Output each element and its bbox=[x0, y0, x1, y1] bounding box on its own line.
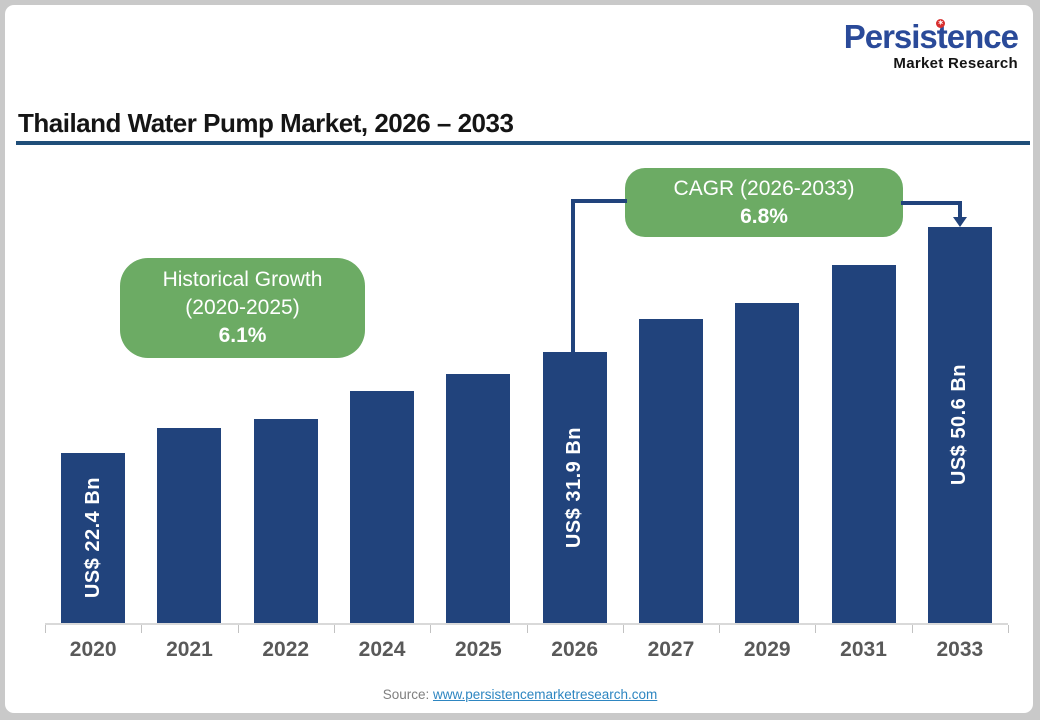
arrow-down-icon bbox=[953, 217, 967, 227]
cagr-connector-left-horizontal bbox=[571, 199, 627, 203]
bar-2026: US$ 31.9 Bn bbox=[542, 352, 607, 623]
historical-callout-line2: (2020-2025) bbox=[185, 296, 300, 320]
axis-tick bbox=[430, 625, 432, 633]
page-title: Thailand Water Pump Market, 2026 – 2033 bbox=[18, 108, 514, 138]
logo-brand-text: Persistence ✶ bbox=[843, 18, 1019, 55]
source-prefix: Source: bbox=[382, 687, 433, 702]
bar-2029 bbox=[735, 303, 800, 623]
logo-red-dot-icon: ✶ bbox=[935, 19, 945, 28]
axis-tick bbox=[815, 625, 817, 633]
bar-2022 bbox=[253, 419, 318, 623]
x-axis-label-2026: 2026 bbox=[551, 638, 598, 661]
x-axis-label-2020: 2020 bbox=[69, 638, 117, 661]
bar-2033: US$ 50.6 Bn bbox=[927, 227, 992, 623]
cagr-callout-line1: CAGR (2026-2033) bbox=[673, 176, 855, 200]
historical-growth-callout: Historical Growth (2020-2025) 6.1% bbox=[120, 258, 365, 358]
bar-2020: US$ 22.4 Bn bbox=[61, 453, 126, 623]
logo-subtitle-text: Market Research bbox=[893, 55, 1018, 72]
bar-2031 bbox=[831, 265, 896, 623]
x-axis-line bbox=[45, 623, 1008, 625]
x-axis-label-2021: 2021 bbox=[166, 638, 213, 661]
x-axis-label-2024: 2024 bbox=[358, 638, 406, 661]
bar-2021 bbox=[157, 428, 222, 623]
x-axis-label-2031: 2031 bbox=[840, 638, 887, 661]
bar-value-label: US$ 31.9 Bn bbox=[563, 426, 586, 549]
historical-callout-value: 6.1% bbox=[218, 323, 267, 347]
bar-2025 bbox=[446, 374, 511, 623]
axis-tick bbox=[141, 625, 143, 633]
cagr-connector-right-vertical bbox=[958, 201, 962, 218]
historical-callout-line1: Historical Growth bbox=[162, 268, 323, 292]
cagr-connector-right-horizontal bbox=[901, 201, 962, 205]
bar-2027 bbox=[638, 319, 703, 623]
cagr-callout-value: 6.8% bbox=[740, 204, 788, 228]
axis-tick bbox=[719, 625, 721, 633]
cagr-callout: CAGR (2026-2033) 6.8% bbox=[625, 168, 903, 237]
axis-tick bbox=[622, 625, 624, 633]
pmr-logo: Persistence ✶ Market Research bbox=[843, 18, 1019, 72]
axis-tick bbox=[45, 625, 46, 633]
x-axis-label-2033: 2033 bbox=[936, 638, 984, 661]
bar-2024 bbox=[350, 391, 415, 623]
axis-tick bbox=[911, 625, 913, 633]
x-axis-label-2025: 2025 bbox=[454, 638, 502, 661]
title-rule bbox=[16, 141, 1030, 145]
x-axis-label-2029: 2029 bbox=[743, 638, 791, 661]
bar-value-label: US$ 22.4 Bn bbox=[81, 477, 104, 599]
x-axis-label-2022: 2022 bbox=[262, 638, 310, 661]
axis-tick bbox=[237, 625, 239, 633]
axis-tick bbox=[333, 625, 335, 633]
source-line: Source: www.persistencemarketresearch.co… bbox=[0, 687, 1040, 702]
x-axis-label-2027: 2027 bbox=[647, 638, 695, 661]
axis-tick bbox=[526, 625, 528, 633]
axis-tick bbox=[1008, 625, 1009, 633]
cagr-connector-left-vertical bbox=[571, 199, 575, 353]
source-link[interactable]: www.persistencemarketresearch.com bbox=[432, 687, 658, 702]
bar-value-label: US$ 50.6 Bn bbox=[948, 364, 971, 486]
